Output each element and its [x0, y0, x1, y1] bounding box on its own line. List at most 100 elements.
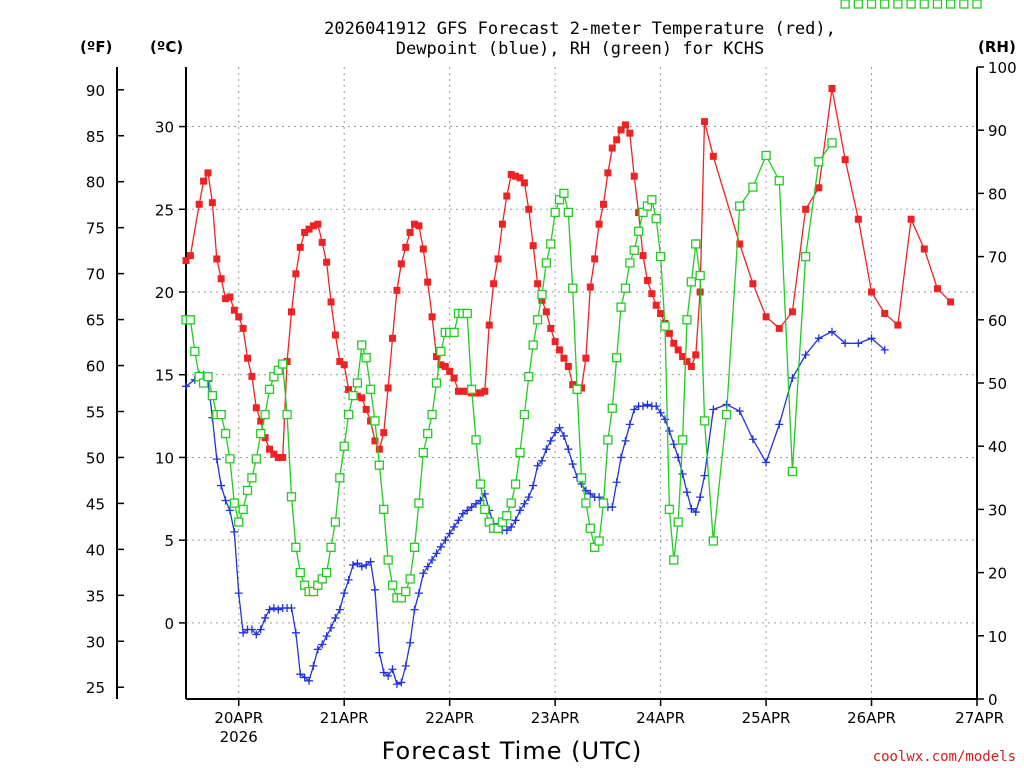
data-point: [678, 469, 687, 478]
x-tick-label: 21APR: [320, 709, 369, 727]
data-point: [365, 384, 376, 394]
data-point: [775, 420, 784, 429]
data-point: [182, 382, 190, 391]
data-point: [608, 503, 617, 512]
data-point: [375, 648, 384, 657]
data-point: [854, 215, 862, 223]
data-point: [582, 354, 590, 362]
x-tick-sublabel: 2026: [220, 728, 258, 746]
data-point: [735, 407, 744, 416]
data-point: [608, 144, 616, 152]
data-point: [670, 339, 678, 347]
data-point: [221, 496, 230, 505]
data-point: [532, 315, 543, 325]
data-point: [405, 574, 415, 584]
data-point: [633, 226, 644, 236]
data-point: [195, 200, 203, 208]
data-point: [665, 329, 673, 337]
data-point: [402, 243, 410, 251]
data-point: [695, 270, 705, 281]
series-layer: [182, 0, 982, 689]
data-point: [581, 498, 591, 508]
data-point: [533, 461, 542, 470]
data-point: [374, 460, 385, 470]
data-point: [534, 280, 542, 288]
data-point: [353, 559, 362, 568]
data-point: [472, 499, 481, 508]
data-point: [247, 625, 256, 634]
data-point: [313, 645, 322, 654]
data-point: [225, 454, 235, 464]
data-point: [428, 556, 437, 565]
data-point: [305, 676, 314, 685]
rh-tick-label: 30: [988, 501, 1007, 519]
data-point: [480, 504, 490, 515]
fahrenheit-tick-label: 25: [86, 679, 105, 697]
data-point: [234, 517, 244, 527]
rh-tick-label: 90: [988, 122, 1007, 140]
data-point: [550, 207, 560, 218]
data-point: [547, 324, 555, 332]
data-point: [893, 0, 903, 9]
data-point: [264, 384, 275, 394]
data-point: [595, 220, 603, 228]
data-point: [564, 362, 572, 370]
data-point: [411, 220, 419, 228]
data-point: [410, 605, 419, 614]
data-point: [546, 239, 556, 249]
chart-title-line-2: Dewpoint (blue), RH (green) for KCHS: [396, 39, 764, 59]
data-point: [599, 200, 607, 208]
rh-tick-label: 20: [988, 565, 1007, 583]
data-point: [212, 455, 221, 464]
data-point: [854, 339, 863, 348]
rh-tick-label: 80: [988, 185, 1007, 203]
data-point: [348, 390, 358, 401]
data-point: [520, 499, 529, 508]
rh-tick-label: 60: [988, 312, 1007, 330]
data-point: [458, 509, 467, 518]
data-point: [414, 589, 423, 598]
data-point: [853, 0, 863, 9]
data-point: [687, 362, 695, 370]
data-point: [318, 238, 326, 246]
data-point: [415, 222, 423, 230]
data-point: [840, 0, 850, 9]
data-point: [226, 293, 234, 301]
data-point: [466, 384, 477, 394]
fahrenheit-tick-label: 75: [86, 220, 105, 238]
data-point: [454, 516, 463, 525]
data-point: [665, 426, 674, 435]
data-point: [516, 174, 524, 182]
data-point: [207, 390, 218, 401]
data-point: [556, 346, 564, 354]
data-point: [432, 549, 441, 558]
data-point: [182, 257, 190, 265]
data-point: [617, 126, 625, 134]
data-point: [643, 400, 652, 409]
data-point: [959, 0, 969, 9]
data-point: [502, 511, 512, 521]
data-point: [682, 315, 692, 325]
data-point: [217, 481, 226, 490]
data-point: [296, 670, 305, 679]
data-point: [239, 628, 248, 637]
data-point: [802, 205, 810, 213]
axes: 0 5 10 15 20 25 30 25 30 35 40 45 50 55 60 65 70 75 80 85 90…: [86, 59, 1017, 746]
data-point: [331, 613, 340, 622]
data-point: [256, 625, 265, 634]
data-point: [366, 557, 375, 566]
data-point: [216, 409, 226, 420]
data-point: [652, 402, 661, 411]
data-point: [788, 374, 797, 383]
data-point: [576, 473, 587, 483]
data-point: [669, 555, 679, 565]
fahrenheit-tick-label: 90: [86, 82, 105, 100]
data-point: [467, 503, 476, 512]
data-point: [204, 169, 212, 177]
data-point: [630, 405, 639, 414]
data-point: [656, 408, 665, 417]
data-point: [450, 522, 459, 531]
data-point: [906, 0, 916, 9]
